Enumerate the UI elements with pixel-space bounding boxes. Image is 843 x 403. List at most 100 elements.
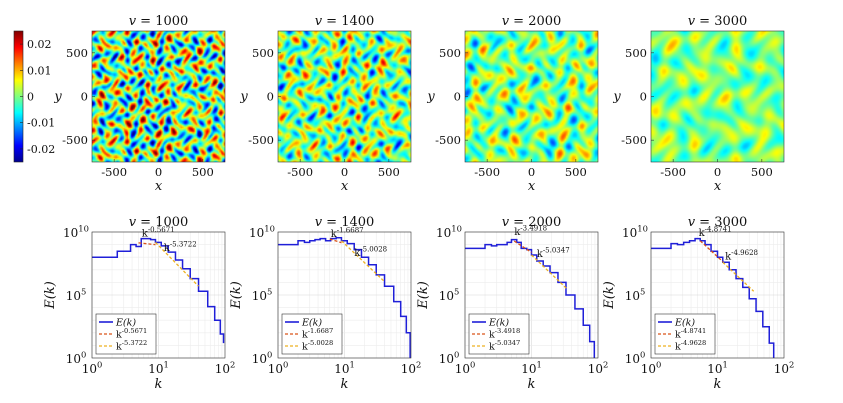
tick-base: k — [699, 228, 706, 239]
y-tick-label: 105 — [66, 287, 87, 303]
legend-label: E(k) — [674, 318, 695, 329]
title-variable: v — [688, 14, 696, 29]
title-value: = 2000 — [509, 14, 561, 29]
x-tick-label: 102 — [774, 360, 795, 376]
tick-exponent: -4.9628 — [681, 339, 706, 347]
tick-base: k — [164, 243, 171, 254]
field-title: v = 1400 — [315, 14, 375, 29]
colorbar-tick-label: 0 — [27, 91, 34, 104]
title-value: = 3000 — [695, 14, 747, 29]
tick-base: 10 — [66, 352, 81, 366]
tick-base: 10 — [148, 362, 163, 376]
spectrum-title: v = 3000 — [688, 215, 748, 230]
field-panel-2: v = 1400 -500 0 500 500 0 -500 x y — [239, 14, 412, 194]
tick-base: 10 — [622, 226, 637, 240]
y-tick-label: 100 — [252, 350, 273, 366]
y-axis-label: E(k) — [416, 281, 431, 310]
title-variable: v — [315, 14, 323, 29]
y-tick-label: 0 — [81, 90, 88, 104]
y-tick-label: -500 — [435, 133, 461, 147]
tick-exponent: 10 — [78, 224, 89, 234]
legend-label: E(k) — [301, 318, 322, 329]
tick-exponent: 0 — [470, 360, 475, 370]
title-value: = 1400 — [322, 14, 374, 29]
spectrum-line — [278, 236, 411, 358]
legend-label: k-4.9628 — [675, 339, 706, 352]
tick-base: 10 — [252, 352, 267, 366]
x-tick-label: -500 — [101, 165, 127, 179]
x-tick-label: 102 — [588, 360, 609, 376]
x-axis-label: k — [155, 377, 163, 392]
spectrum-title: v = 1400 — [315, 215, 375, 230]
spectrum-title: v = 1000 — [129, 215, 189, 230]
title-variable: v — [315, 215, 323, 230]
spectrum-line — [465, 238, 596, 358]
y-tick-label: 100 — [625, 350, 646, 366]
fit-annotation: k-0.5671 — [142, 226, 175, 240]
tick-base: k — [675, 330, 681, 341]
field-panel-4: v = 3000 -500 0 500 500 0 -500 x y — [612, 14, 785, 194]
x-tick-label: -500 — [287, 165, 313, 179]
tick-exponent: 0 — [81, 350, 86, 360]
colorbar-tick-label: -0.01 — [27, 117, 55, 130]
x-tick-label: -500 — [660, 165, 686, 179]
tick-exponent: 1 — [722, 360, 727, 370]
x-tick-label: 101 — [148, 360, 169, 376]
y-tick-label: -500 — [621, 133, 647, 147]
x-tick-label: 0 — [714, 165, 721, 179]
x-tick-label: 101 — [521, 360, 542, 376]
tick-exponent: 0 — [97, 360, 102, 370]
x-tick-label: 500 — [378, 165, 400, 179]
tick-base: 10 — [521, 362, 536, 376]
tick-base: 10 — [82, 362, 97, 376]
tick-exponent: -1.6687 — [308, 327, 333, 335]
plot-frame — [650, 231, 785, 359]
tick-base: 10 — [268, 362, 283, 376]
y-tick-label: 1010 — [63, 224, 89, 240]
legend-label: k-0.5671 — [116, 327, 147, 340]
tick-base: 10 — [588, 362, 603, 376]
x-tick-label: 101 — [707, 360, 728, 376]
fit-annotation: k-1.6687 — [331, 227, 364, 241]
y-tick-label: 500 — [252, 46, 274, 60]
tick-exponent: 10 — [264, 224, 275, 234]
tick-exponent: 5 — [454, 287, 459, 297]
x-tick-label: 100 — [82, 360, 103, 376]
tick-exponent: 0 — [656, 360, 661, 370]
plot-frame — [91, 231, 226, 359]
title-value: = 1000 — [136, 215, 188, 230]
tick-base: k — [116, 342, 122, 353]
field-heatmap — [92, 31, 225, 162]
legend-label: k-5.0347 — [489, 339, 520, 352]
y-tick-label: 0 — [640, 90, 647, 104]
tick-exponent: -5.0028 — [308, 339, 333, 347]
title-variable: v — [688, 215, 696, 230]
tick-base: 10 — [66, 289, 81, 303]
fit-line — [531, 254, 569, 290]
y-axis-label: y — [53, 90, 62, 105]
fit-annotation: k-5.0028 — [354, 245, 387, 259]
tick-exponent: -0.5671 — [148, 226, 175, 234]
field-title: v = 3000 — [688, 14, 748, 29]
tick-base: k — [725, 252, 732, 263]
field-panel-1: v = 1000 -500 0 500 500 0 -500 x y — [53, 14, 226, 194]
tick-base: 10 — [774, 362, 789, 376]
legend-label: k-4.8741 — [675, 327, 706, 340]
tick-base: 10 — [436, 226, 451, 240]
field-heatmap — [278, 31, 411, 162]
fit-annotation: k-5.0347 — [537, 247, 570, 261]
y-tick-label: 105 — [439, 287, 460, 303]
tick-base: k — [514, 227, 521, 238]
x-tick-label: -500 — [474, 165, 500, 179]
tick-base: k — [302, 342, 308, 353]
y-tick-label: 500 — [439, 46, 461, 60]
fit-annotation: k-4.9628 — [725, 249, 758, 263]
y-tick-label: 1010 — [249, 224, 275, 240]
tick-base: k — [116, 330, 122, 341]
y-axis-label: y — [239, 90, 248, 105]
title-value: = 1000 — [136, 14, 188, 29]
